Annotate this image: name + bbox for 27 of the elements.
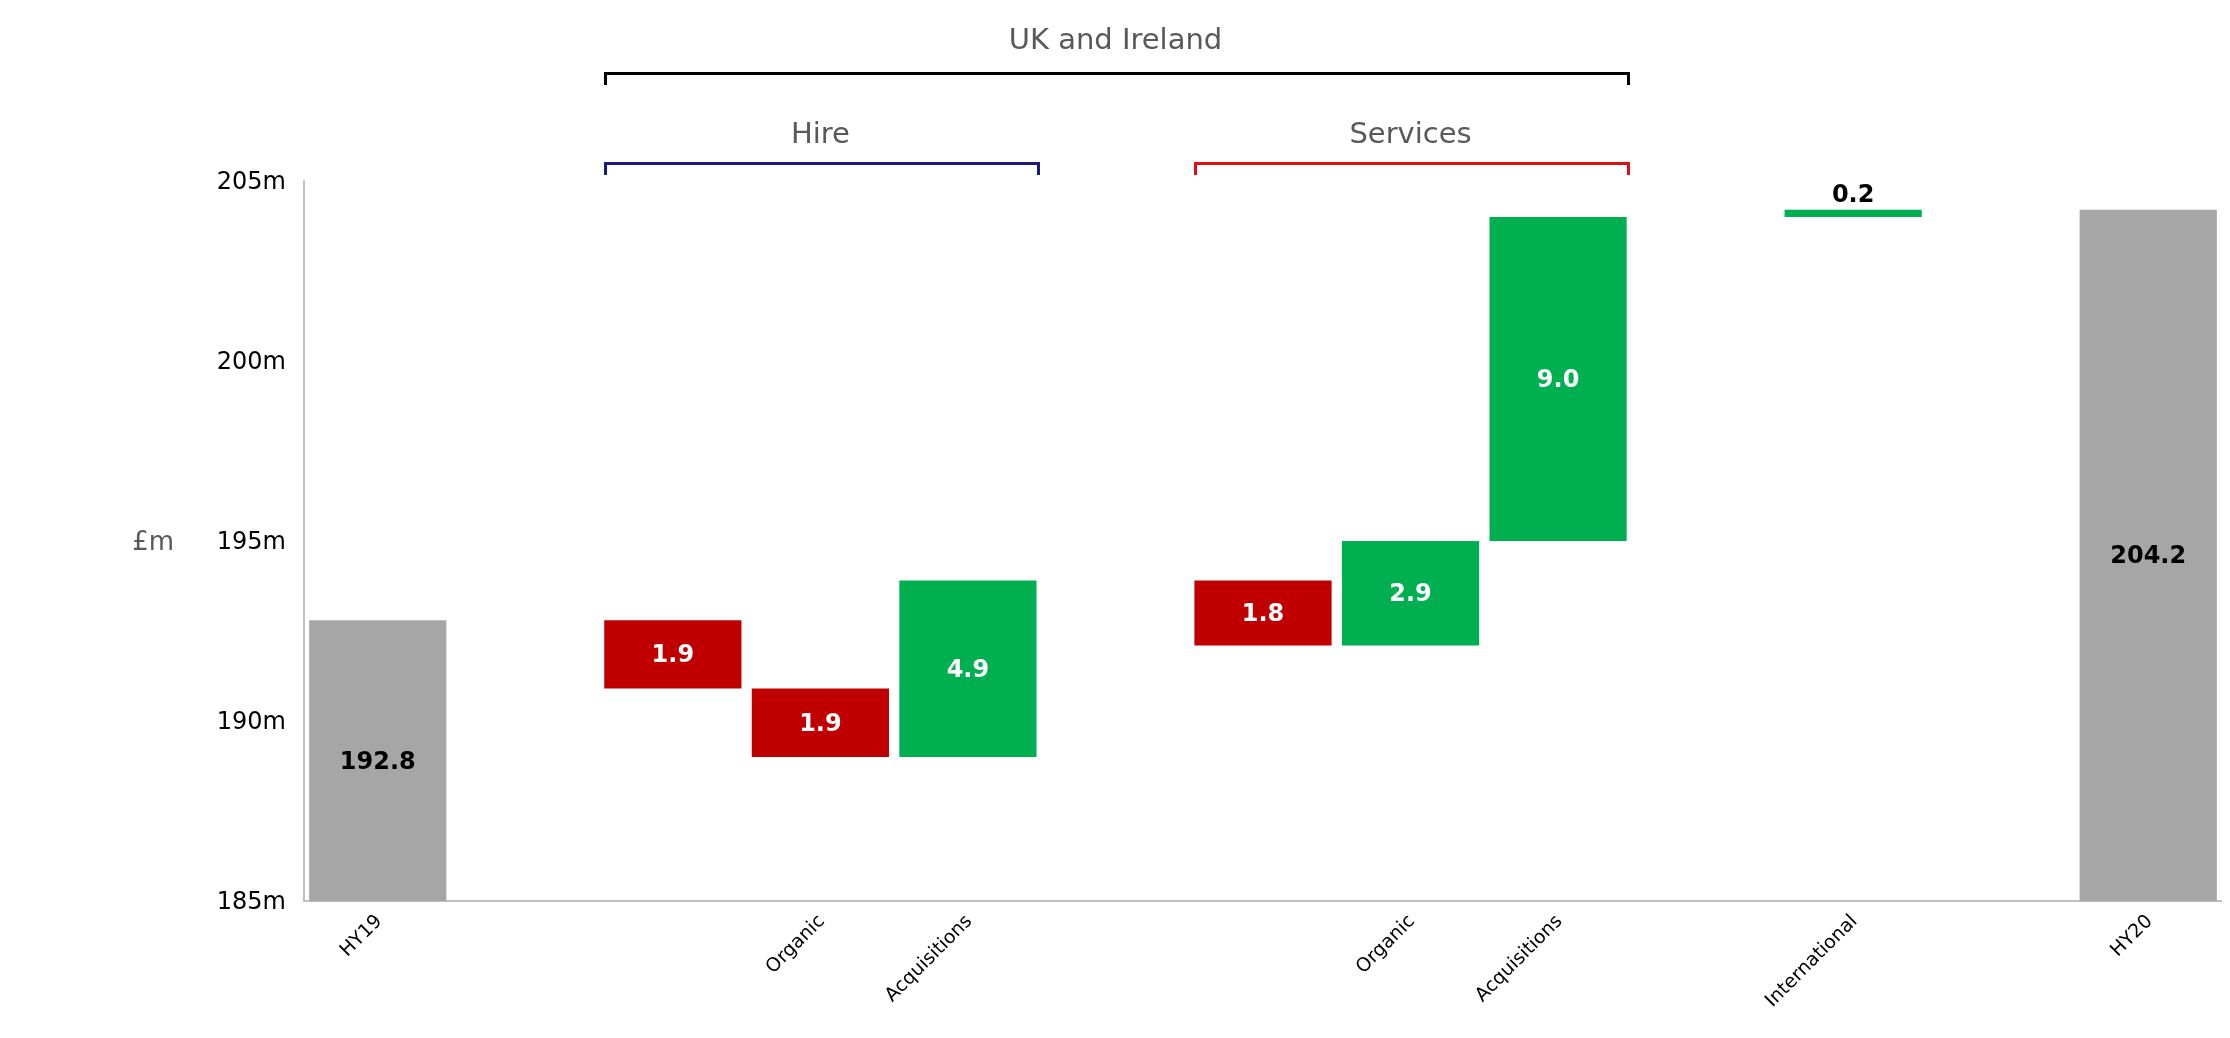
data-label: 1.8 (1241, 599, 1285, 627)
bar (751, 688, 889, 757)
data-label: 1.9 (651, 640, 695, 669)
y-axis-title: £m (132, 526, 174, 556)
y-tick-label: 185m (216, 887, 286, 915)
data-label: 192.8 (339, 746, 416, 775)
bar (1784, 209, 1922, 217)
bar (1194, 580, 1332, 646)
y-tick-label: 190m (216, 707, 286, 735)
data-label: 4.9 (946, 654, 990, 683)
y-tick-label: 200m (216, 347, 286, 375)
y-tick-label: 205m (216, 167, 286, 195)
bar (2079, 209, 2217, 901)
bar (899, 580, 1037, 757)
data-label: 2.9 (1389, 579, 1432, 608)
text: Hire (789, 115, 851, 151)
data-label: 0.2 (1831, 179, 1875, 208)
data-label: 1.9 (799, 708, 842, 737)
text: Services (1348, 115, 1473, 151)
bar (1489, 217, 1627, 541)
data-label: 9.0 (1536, 365, 1580, 393)
y-tick-label: 195m (216, 527, 286, 555)
text: UK and Ireland (1007, 21, 1224, 57)
bar (309, 620, 447, 901)
bar (604, 620, 742, 689)
data-label: 204.2 (2110, 541, 2187, 570)
bar (1341, 541, 1480, 646)
